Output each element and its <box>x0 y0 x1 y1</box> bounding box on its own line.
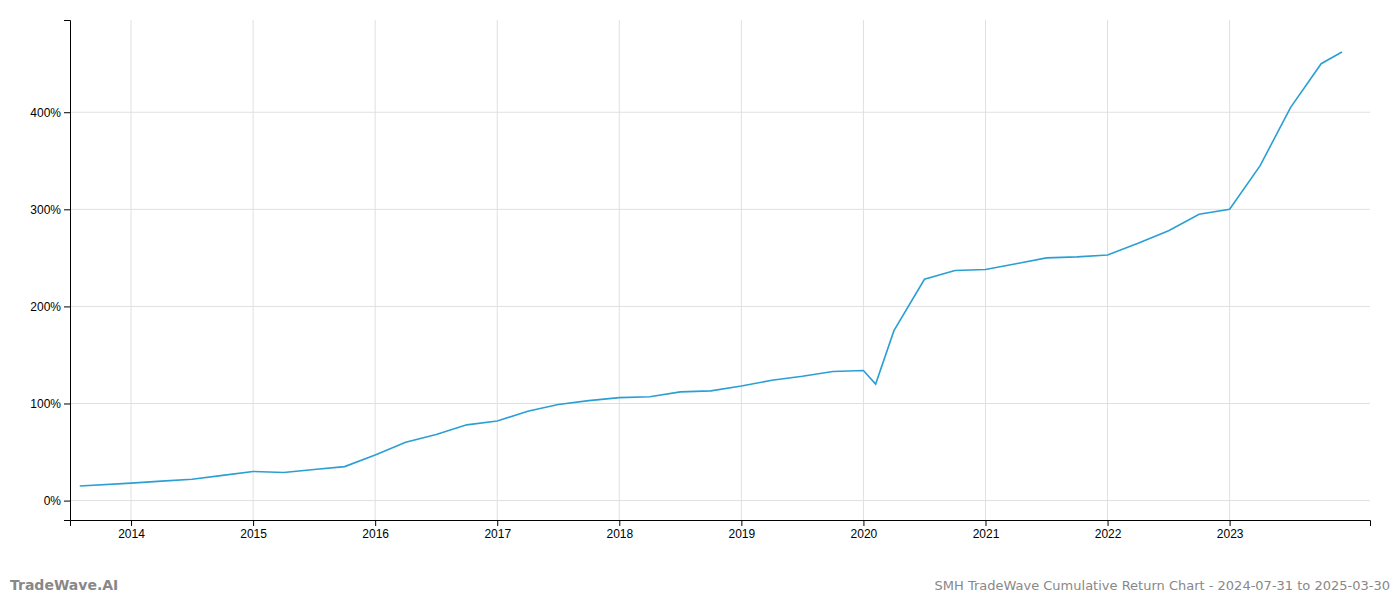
x-axis-tick-label: 2018 <box>606 527 633 541</box>
x-axis-tick: 2016 <box>362 520 389 541</box>
x-axis-tick-mark <box>863 520 864 526</box>
y-axis-tick-label: 300% <box>30 203 61 217</box>
grid-line-x <box>375 20 376 520</box>
x-axis-tick-label: 2014 <box>118 527 145 541</box>
x-axis-tick-mark <box>497 520 498 526</box>
line <box>80 52 1342 486</box>
x-axis-tick: 2014 <box>118 520 145 541</box>
grid-line-x <box>863 20 864 520</box>
grid-line-x <box>131 20 132 520</box>
x-axis-tick: 2020 <box>851 520 878 541</box>
x-axis-tick: 2021 <box>973 520 1000 541</box>
grid-line-x <box>253 20 254 520</box>
x-axis-tick: 2022 <box>1095 520 1122 541</box>
plot-area <box>80 52 1342 486</box>
x-axis-tick: 2023 <box>1217 520 1244 541</box>
y-axis-tick-label: 100% <box>30 397 61 411</box>
y-axis-tick: 300% <box>30 203 70 217</box>
title: SMH TradeWave Cumulative Return Chart - … <box>935 578 1390 593</box>
x-axis-tick: 2017 <box>484 520 511 541</box>
y-axis-line <box>64 21 71 521</box>
grid-line-x <box>1229 20 1230 520</box>
y-axis-tick-mark <box>64 403 70 404</box>
grid <box>70 20 1370 520</box>
x-axis-tick-label: 2020 <box>851 527 878 541</box>
y-axis: 0% 100% 200% 300% 400% <box>30 21 70 521</box>
x-axis-tick-label: 2022 <box>1095 527 1122 541</box>
y-axis-tick-label: 200% <box>30 300 61 314</box>
y-axis-tick: 0% <box>44 494 70 508</box>
grid-line-y <box>70 209 1370 210</box>
x-axis-tick-mark <box>1230 520 1231 526</box>
grid-line-x <box>497 20 498 520</box>
y-axis-tick-label: 400% <box>30 106 61 120</box>
x-axis-tick-mark <box>985 520 986 526</box>
x-axis-tick-mark <box>131 520 132 526</box>
grid-line-x <box>619 20 620 520</box>
x-axis-tick-mark <box>1108 520 1109 526</box>
chart: 2014 2015 2016 2017 2018 2019 2020 2021 2022 2023… <box>0 0 1400 600</box>
y-axis-tick-mark <box>64 112 70 113</box>
watermark: TradeWave.AI <box>10 577 118 593</box>
y-axis-tick: 100% <box>30 397 70 411</box>
x-axis-tick: 2019 <box>729 520 756 541</box>
y-axis-tick: 200% <box>30 300 70 314</box>
grid-line-y <box>70 112 1370 113</box>
x-axis-tick-label: 2021 <box>973 527 1000 541</box>
y-axis-tick-mark <box>64 501 70 502</box>
y-axis-tick-mark <box>64 306 70 307</box>
grid-line-x <box>741 20 742 520</box>
y-axis-tick-label: 0% <box>44 494 62 508</box>
x-axis-tick-mark <box>253 520 254 526</box>
grid-line-y <box>70 306 1370 307</box>
x-axis-tick-label: 2017 <box>484 527 511 541</box>
x-axis-tick-label: 2016 <box>362 527 389 541</box>
x-axis-tick-mark <box>741 520 742 526</box>
y-axis-tick-mark <box>64 209 70 210</box>
y-axis-tick: 400% <box>30 106 70 120</box>
x-axis: 2014 2015 2016 2017 2018 2019 2020 2021 2022 2023 <box>71 520 1371 541</box>
grid-line-y <box>70 500 1370 501</box>
x-axis-tick-label: 2015 <box>240 527 267 541</box>
x-axis-tick-label: 2023 <box>1217 527 1244 541</box>
x-axis-tick-mark <box>375 520 376 526</box>
x-axis-tick-mark <box>619 520 620 526</box>
x-axis-tick-label: 2019 <box>729 527 756 541</box>
x-axis-tick: 2015 <box>240 520 267 541</box>
x-axis-line <box>71 521 1371 527</box>
x-axis-tick: 2018 <box>606 520 633 541</box>
grid-line-x <box>1107 20 1108 520</box>
grid-line-y <box>70 403 1370 404</box>
